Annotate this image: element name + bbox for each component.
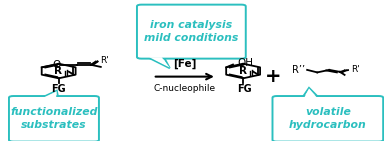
Text: C-nucleophile: C-nucleophile (154, 84, 216, 93)
Text: R': R' (351, 65, 360, 74)
Polygon shape (44, 91, 57, 97)
Text: OH: OH (238, 58, 253, 68)
Polygon shape (42, 91, 58, 98)
Polygon shape (147, 57, 170, 68)
Text: +: + (265, 67, 281, 86)
Text: FG: FG (51, 84, 66, 94)
FancyBboxPatch shape (137, 5, 246, 59)
Polygon shape (149, 57, 170, 68)
Text: R: R (239, 66, 247, 76)
Text: iron catalysis
mild conditions: iron catalysis mild conditions (144, 20, 239, 43)
Text: R’’: R’’ (292, 65, 305, 75)
FancyBboxPatch shape (9, 96, 99, 142)
Text: R': R' (100, 56, 109, 65)
Text: FG: FG (237, 84, 252, 94)
Text: R: R (54, 66, 62, 76)
Text: functionalized
substrates: functionalized substrates (10, 107, 98, 130)
Polygon shape (304, 88, 317, 97)
Text: O: O (52, 60, 60, 70)
Text: volatile
hydrocarbon: volatile hydrocarbon (289, 107, 367, 130)
FancyBboxPatch shape (273, 96, 383, 142)
Text: [Fe]: [Fe] (173, 59, 196, 69)
Polygon shape (302, 88, 319, 98)
